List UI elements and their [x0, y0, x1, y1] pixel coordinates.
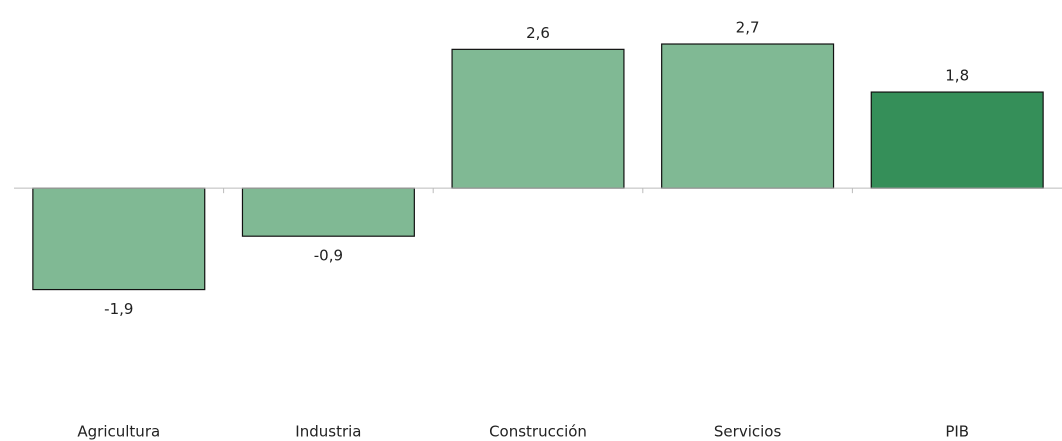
data-label: -0,9: [314, 247, 343, 265]
bar: [661, 43, 835, 189]
x-tick-label: Agricultura: [77, 423, 160, 441]
x-tick-label: PIB: [945, 423, 969, 441]
bar: [870, 91, 1044, 189]
bar: [241, 187, 415, 237]
data-label: 2,7: [736, 19, 760, 37]
data-label: -1,9: [104, 300, 133, 318]
x-tick-label: Construcción: [489, 423, 587, 441]
bar: [451, 48, 625, 189]
data-label: 1,8: [945, 67, 969, 85]
x-tick-label: Servicios: [714, 423, 782, 441]
bar: [32, 187, 206, 291]
x-tick-label: Industria: [295, 423, 361, 441]
data-label: 2,6: [526, 24, 550, 42]
